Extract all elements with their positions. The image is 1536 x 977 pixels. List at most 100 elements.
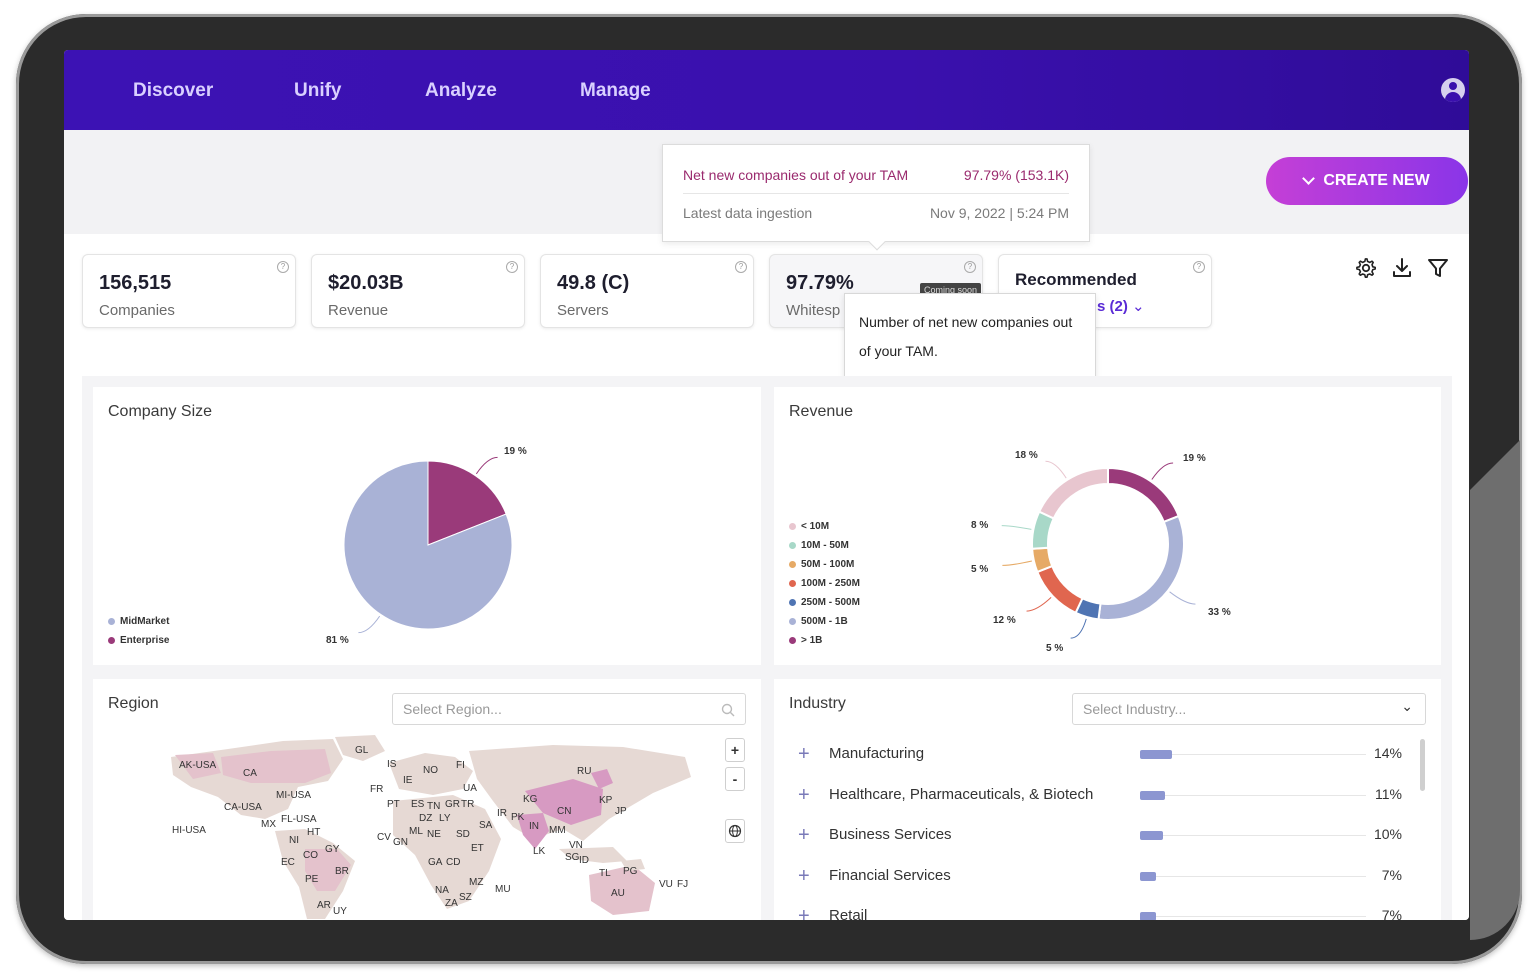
industry-name: Manufacturing	[829, 745, 925, 762]
kpi-value: 156,515	[99, 272, 172, 294]
map-greenland[interactable]	[335, 735, 385, 761]
world-map[interactable]	[93, 679, 761, 920]
legend-item[interactable]: 50M - 100M	[789, 555, 860, 574]
legend-item[interactable]: > 1B	[789, 631, 860, 650]
industry-row[interactable]: + Financial Services 7%	[774, 865, 1414, 905]
slice-100m-250m[interactable]	[1036, 564, 1084, 615]
map-label: MZ	[469, 877, 484, 888]
industry-row[interactable]: + Retail 7%	[774, 905, 1414, 920]
legend-item[interactable]: 500M - 1B	[789, 612, 860, 631]
nav-manage[interactable]: Manage	[580, 80, 651, 101]
company-size-pie-chart	[343, 456, 513, 634]
zoom-out-button[interactable]: -	[725, 767, 745, 791]
zoom-in-button[interactable]: +	[725, 738, 745, 762]
map-korea[interactable]	[591, 769, 613, 789]
company-size-panel: Company Size 19 % 81 % MidMarket Enterpr…	[93, 387, 761, 665]
expand-plus-icon[interactable]: +	[798, 905, 810, 920]
expand-plus-icon[interactable]: +	[798, 743, 810, 765]
kpi-value: Recommended	[1015, 270, 1137, 289]
user-avatar-icon[interactable]	[1441, 78, 1465, 102]
help-icon[interactable]: ?	[1193, 261, 1205, 273]
chevron-down-icon	[1302, 172, 1316, 185]
industry-row[interactable]: + Manufacturing 14%	[774, 743, 1414, 783]
legend-item[interactable]: < 10M	[789, 517, 860, 536]
revenue-donut-chart	[1001, 460, 1196, 639]
expand-plus-icon[interactable]: +	[798, 824, 810, 846]
industry-scrollbar[interactable]	[1420, 739, 1425, 791]
map-china[interactable]	[525, 779, 603, 825]
help-icon[interactable]: ?	[277, 261, 289, 273]
help-icon[interactable]: ?	[735, 261, 747, 273]
map-label: AR	[317, 900, 331, 911]
globe-icon[interactable]	[725, 819, 745, 843]
region-title: Region	[108, 695, 159, 712]
legend-item-midmarket[interactable]: MidMarket	[108, 612, 169, 631]
industry-row[interactable]: + Healthcare, Pharmaceuticals, & Biotech 1…	[774, 784, 1414, 824]
industry-bar-track	[1140, 794, 1366, 796]
map-label: ES	[411, 799, 425, 810]
legend-item[interactable]: 100M - 250M	[789, 574, 860, 593]
map-southeast-asia[interactable]	[559, 847, 627, 863]
map-label: HI-USA	[172, 825, 206, 836]
expand-plus-icon[interactable]: +	[798, 783, 810, 806]
kpi-value: $20.03B	[328, 272, 404, 294]
whitespace-tooltip: Number of net new companies out of your …	[844, 293, 1096, 381]
industry-name: Retail	[829, 907, 868, 920]
app-screen: Discover Unify Analyze Manage CREATE NEW…	[64, 50, 1469, 920]
slice-500m-1b[interactable]	[1097, 514, 1185, 621]
map-label: EC	[281, 857, 295, 868]
industry-bar-track	[1140, 754, 1366, 755]
map-label: KG	[523, 794, 538, 805]
legend-item[interactable]: 10M - 50M	[789, 536, 860, 555]
region-search-input[interactable]: Select Region...	[392, 693, 746, 725]
donut-label-50m-100m: 5 %	[971, 564, 989, 575]
map-label: CN	[557, 806, 572, 817]
map-brazil[interactable]	[305, 849, 351, 891]
donut-label-250m-500m: 5 %	[1046, 643, 1064, 654]
kpi-companies[interactable]: 156,515 Companies ?	[82, 254, 296, 328]
industry-title: Industry	[789, 695, 846, 712]
kpi-revenue[interactable]: $20.03B Revenue ?	[311, 254, 525, 328]
slice-midmarket[interactable]	[343, 460, 513, 630]
map-africa[interactable]	[393, 795, 501, 909]
map-australia[interactable]	[589, 865, 655, 915]
map-label: VU	[659, 879, 673, 890]
map-label: SD	[456, 829, 470, 840]
map-label: PK	[511, 812, 525, 823]
create-new-label: CREATE NEW	[1323, 172, 1430, 189]
nav-analyze[interactable]: Analyze	[425, 80, 497, 101]
kpi-servers[interactable]: 49.8 (C) Servers ?	[540, 254, 754, 328]
revenue-title: Revenue	[789, 403, 854, 420]
map-india[interactable]	[517, 813, 549, 849]
industry-bar	[1140, 831, 1163, 840]
settings-gear-icon[interactable]	[1354, 256, 1378, 280]
leader-line	[1070, 618, 1087, 639]
chevron-down-icon: ⌄	[1401, 698, 1413, 714]
map-label: IS	[387, 759, 397, 770]
map-canada[interactable]	[221, 749, 331, 783]
help-icon[interactable]: ?	[506, 261, 518, 273]
industry-row[interactable]: + Business Services 10%	[774, 824, 1414, 864]
nav-unify[interactable]: Unify	[294, 80, 342, 101]
nav-discover[interactable]: Discover	[133, 80, 214, 101]
legend-item-enterprise[interactable]: Enterprise	[108, 631, 169, 650]
leader-line	[1002, 560, 1032, 566]
map-label: ET	[471, 843, 484, 854]
legend-item[interactable]: 250M - 500M	[789, 593, 860, 612]
help-icon[interactable]: ?	[964, 261, 976, 273]
expand-plus-icon[interactable]: +	[798, 864, 810, 887]
slice-enterprise[interactable]	[427, 460, 507, 546]
slice-50m-100m[interactable]	[1031, 546, 1054, 574]
map-label: AU	[611, 888, 625, 899]
map-alaska[interactable]	[175, 753, 221, 779]
slice--1b[interactable]	[1107, 466, 1180, 524]
slice--10m[interactable]	[1037, 466, 1109, 520]
ingestion-value: Nov 9, 2022 | 5:24 PM	[929, 205, 1069, 221]
industry-select[interactable]: Select Industry... ⌄	[1072, 693, 1426, 725]
map-europe[interactable]	[389, 753, 473, 795]
filter-icon[interactable]	[1426, 256, 1450, 280]
create-new-button[interactable]: CREATE NEW	[1266, 157, 1468, 205]
download-icon[interactable]	[1390, 256, 1414, 280]
map-papua[interactable]	[621, 859, 645, 871]
recommended-count[interactable]: s (2) ⌄	[1097, 298, 1145, 315]
